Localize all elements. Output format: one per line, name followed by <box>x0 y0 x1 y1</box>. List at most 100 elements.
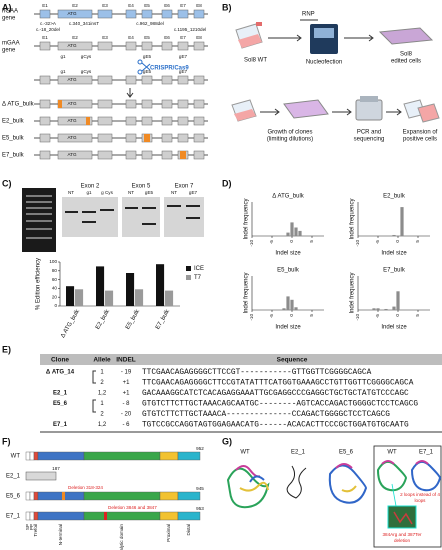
exon <box>97 9 113 19</box>
y-axis-title: Indel frequency <box>244 272 250 313</box>
gene-sub: gene <box>2 16 16 22</box>
domain-label: PP <box>29 524 34 530</box>
exon <box>125 99 137 109</box>
guide-label: gE5 <box>143 69 152 74</box>
x-tick-label: -5 <box>269 314 274 319</box>
x-tick-label: -5 <box>375 240 380 245</box>
deletion-site <box>62 492 65 500</box>
structure-label: E5_6 <box>339 450 354 456</box>
table-cell: Δ ATG_14 <box>46 370 75 376</box>
y-axis-title: % Edition efficiency <box>36 258 42 310</box>
structure-note: deletion <box>394 538 411 543</box>
domain <box>83 511 161 521</box>
bar <box>392 234 396 236</box>
x-tick-label: -10 <box>355 240 360 247</box>
x-tick-label: 5 <box>309 240 314 243</box>
exon <box>193 150 205 160</box>
gene-sub: gene <box>2 48 16 54</box>
length-label: 953 <box>196 506 204 511</box>
exon <box>193 9 205 19</box>
domain <box>177 491 201 501</box>
exon <box>193 75 205 85</box>
exon <box>57 9 93 19</box>
bar <box>294 227 298 236</box>
table-cell: - 6 <box>122 422 130 428</box>
x-tick-label: E7_bulk <box>155 308 172 331</box>
table-header-cell: Sequence <box>277 357 308 364</box>
exon <box>161 41 173 51</box>
sequence: GTGTCTTCTTGCTAAACAGCAATGC--------AGTCACC… <box>142 401 418 409</box>
x-tick-label: 5 <box>309 314 314 317</box>
structure-label: E7_1 <box>419 450 434 456</box>
y-tick-label: 80 <box>52 268 58 273</box>
panel-label: A) <box>2 2 12 12</box>
bulk-label: E5_bulk <box>2 136 25 142</box>
exon-label: E7 <box>180 35 186 40</box>
x-tick-label: 0 <box>289 314 294 317</box>
edit-site <box>86 117 90 125</box>
variant-label: E2_1 <box>6 474 21 480</box>
table-cell: 2 <box>100 380 104 386</box>
bulk-label: E7_bulk <box>2 153 25 159</box>
exon <box>57 41 93 51</box>
guide-label: gE7 <box>179 54 188 59</box>
exon <box>141 116 153 126</box>
step-label: Nucleofection <box>306 60 342 66</box>
lane-label: NT <box>171 190 177 195</box>
exon-label: E1 <box>42 3 48 8</box>
exon <box>97 133 113 143</box>
bar <box>165 290 174 306</box>
table-header-cell: INDEL <box>116 357 136 364</box>
exon <box>125 116 137 126</box>
exon <box>177 75 189 85</box>
mutation-label: c.-18_20del <box>36 27 60 32</box>
domain <box>33 451 39 461</box>
step-label: Sol8 WT <box>244 58 267 64</box>
mutation-label: c.-32>A <box>40 21 57 26</box>
x-axis-title: Indel size <box>381 251 407 257</box>
exon <box>39 9 51 19</box>
bar <box>392 306 396 310</box>
table-cell: - 20 <box>121 412 132 418</box>
exon-header: Exon 7 <box>175 184 194 190</box>
exon <box>177 116 189 126</box>
step-label: positive cells <box>403 137 437 143</box>
bar <box>290 299 294 310</box>
exon <box>57 116 93 126</box>
step-label: sequencing <box>354 137 385 143</box>
bar <box>298 230 302 236</box>
exon <box>141 41 153 51</box>
start-codon: ATG <box>67 152 77 157</box>
exon-label: E8 <box>196 35 202 40</box>
guide-label: g1 <box>60 69 66 74</box>
bar <box>156 264 165 306</box>
sequence: TGTCCGCCAGGTAGTGGAGAACATG------ACACACTTC… <box>142 422 409 430</box>
x-tick-label: 5 <box>415 240 420 243</box>
length-label: 945 <box>196 486 204 491</box>
domain <box>177 451 201 461</box>
structure-note: 2 loops instead of 4 <box>400 492 440 497</box>
lane-label: gE5 <box>145 190 154 195</box>
sequence: TTCGAACAGAGGGGCTTCCGT-----------GTTGGTTC… <box>142 369 372 377</box>
bar <box>105 290 114 306</box>
chart-title: Δ ATG_bulk <box>272 194 305 200</box>
bar <box>372 308 376 310</box>
legend-swatch <box>186 275 191 280</box>
exon <box>161 9 173 19</box>
table-cell: 1,2 <box>98 422 107 428</box>
lane-label: NT <box>68 190 74 195</box>
exon <box>39 99 51 109</box>
step-label: (limiting dilutions) <box>267 137 313 143</box>
x-tick-label: -5 <box>269 240 274 245</box>
panel-label: D) <box>222 178 232 188</box>
exon-label: E3 <box>102 35 108 40</box>
exon <box>125 41 137 51</box>
start-codon: ATG <box>67 43 77 48</box>
guide-label: gE7 <box>179 69 188 74</box>
exon <box>193 41 205 51</box>
exon-label: E2 <box>72 35 78 40</box>
domain-label: Catalytic domain <box>119 524 124 550</box>
bar <box>294 307 298 310</box>
exon-label: E5 <box>144 3 150 8</box>
gene-name: mGAA <box>2 41 20 47</box>
